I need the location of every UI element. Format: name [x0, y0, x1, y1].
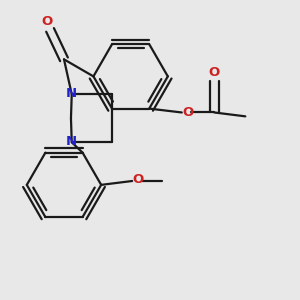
Text: O: O [133, 173, 144, 186]
Text: N: N [66, 87, 77, 100]
Text: O: O [41, 15, 52, 28]
Text: O: O [209, 67, 220, 80]
Text: N: N [66, 135, 77, 148]
Text: O: O [182, 106, 194, 119]
